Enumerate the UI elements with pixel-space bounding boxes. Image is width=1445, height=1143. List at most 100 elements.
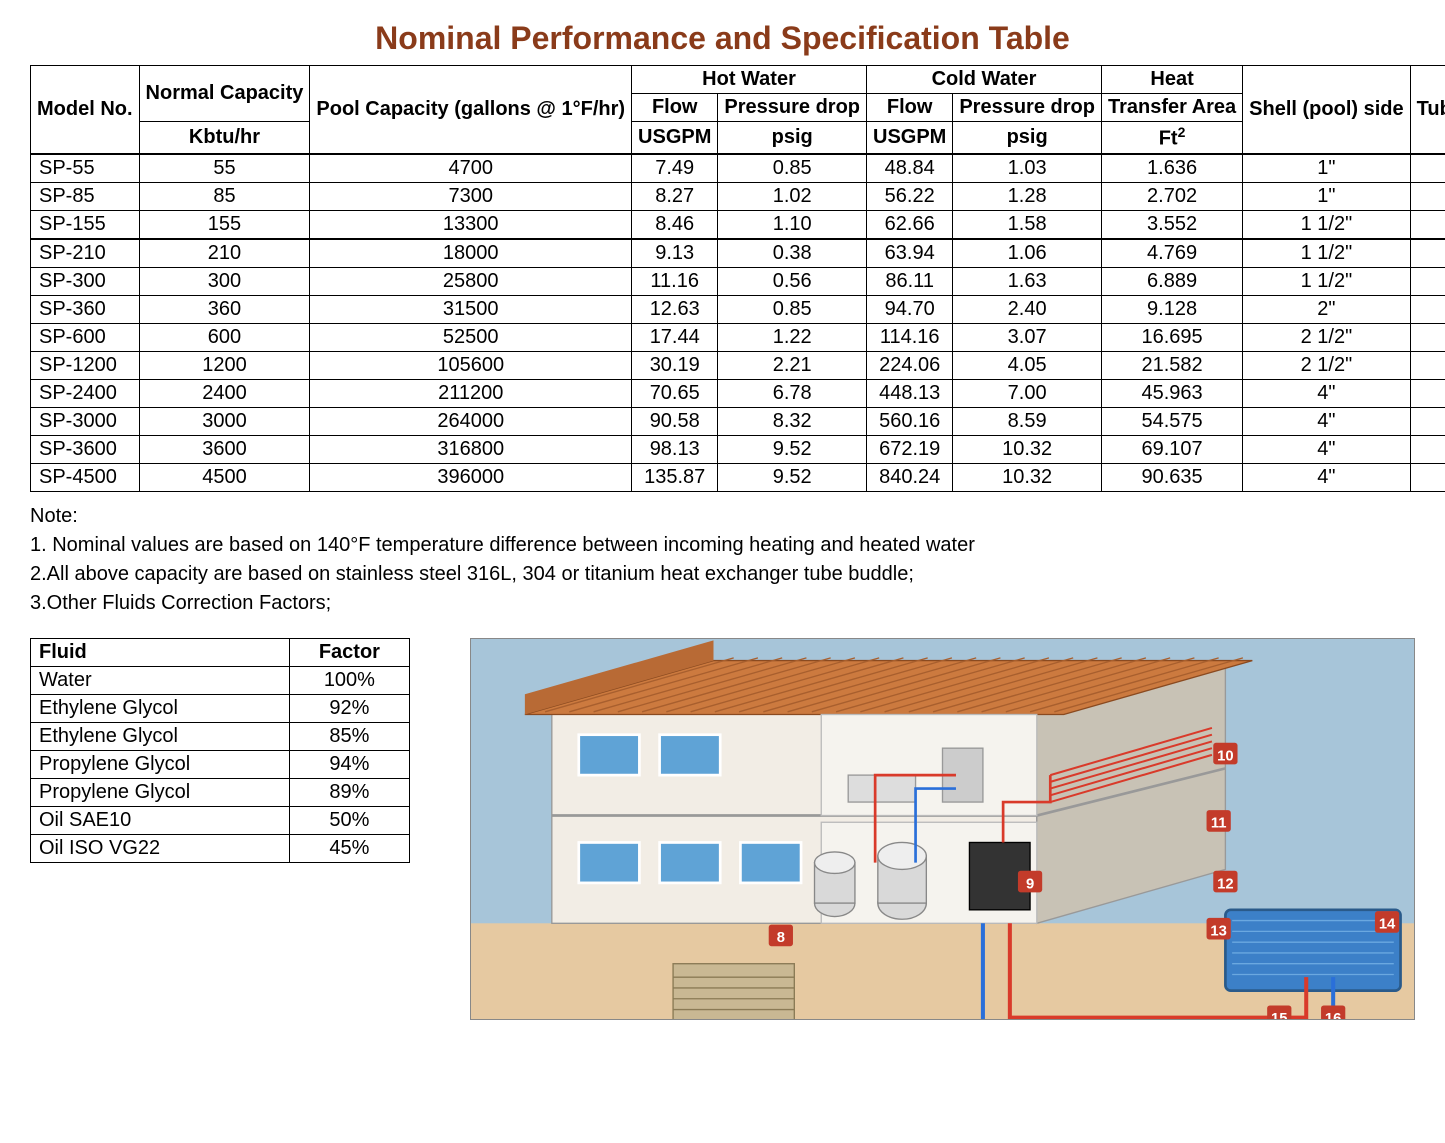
table-cell: 31500 — [310, 295, 632, 323]
table-cell: 10.32 — [953, 463, 1102, 491]
table-cell: 1.28 — [953, 182, 1102, 210]
table-cell: 3000 — [139, 407, 310, 435]
table-cell: 0.85 — [718, 154, 867, 183]
table-cell: 7.49 — [632, 154, 718, 183]
table-cell: 1 1/2" — [1243, 267, 1410, 295]
table-cell: 560.16 — [867, 407, 953, 435]
table-cell: 2 1/2" — [1410, 463, 1445, 491]
table-cell: 135.87 — [632, 463, 718, 491]
table-cell: 3.07 — [953, 323, 1102, 351]
svg-text:9: 9 — [1026, 876, 1034, 892]
table-cell: 1 1/2" — [1243, 210, 1410, 239]
table-cell: 9.52 — [718, 435, 867, 463]
table-cell: 1200 — [139, 351, 310, 379]
table-cell: 2 1/2" — [1243, 323, 1410, 351]
table-row: SP-3003002580011.160.5686.111.636.8891 1… — [31, 267, 1445, 295]
table-cell: Oil SAE10 — [31, 806, 290, 834]
table-cell: Water — [31, 666, 290, 694]
table-cell: SP-55 — [31, 154, 140, 183]
table-cell: 114.16 — [867, 323, 953, 351]
table-cell: 840.24 — [867, 463, 953, 491]
table-cell: SP-3600 — [31, 435, 140, 463]
svg-text:11: 11 — [1211, 815, 1227, 831]
table-cell: 7.00 — [953, 379, 1102, 407]
table-cell: SP-360 — [31, 295, 140, 323]
table-cell: 1 1/2" — [1410, 295, 1445, 323]
table-cell: 105600 — [310, 351, 632, 379]
note-1: 1. Nominal values are based on 140°F tem… — [30, 531, 1415, 560]
header-model: Model No. — [31, 66, 140, 154]
note-3: 3.Other Fluids Correction Factors; — [30, 589, 1415, 618]
table-cell: 55 — [139, 154, 310, 183]
table-cell: 672.19 — [867, 435, 953, 463]
header-hpsiunit: psig — [718, 122, 867, 154]
table-cell: 12.63 — [632, 295, 718, 323]
svg-text:13: 13 — [1210, 923, 1226, 939]
table-cell: 8.59 — [953, 407, 1102, 435]
table-cell: 11.16 — [632, 267, 718, 295]
svg-text:15: 15 — [1271, 1011, 1287, 1019]
table-cell: 8.32 — [718, 407, 867, 435]
table-cell: 1.63 — [953, 267, 1102, 295]
table-cell: 85 — [139, 182, 310, 210]
table-cell: 448.13 — [867, 379, 953, 407]
table-cell: 16.695 — [1101, 323, 1242, 351]
table-cell: 1.22 — [718, 323, 867, 351]
table-cell: 6.889 — [1101, 267, 1242, 295]
table-cell: 0.38 — [718, 239, 867, 268]
table-cell: 18000 — [310, 239, 632, 268]
table-cell: Propylene Glycol — [31, 778, 290, 806]
specification-table: Model No. Normal Capacity Pool Capacity … — [30, 65, 1445, 492]
table-row: Oil ISO VG2245% — [31, 834, 410, 862]
table-row: Propylene Glycol94% — [31, 750, 410, 778]
table-cell: 4" — [1243, 435, 1410, 463]
table-cell: 211200 — [310, 379, 632, 407]
table-row: SP-858573008.271.0256.221.282.7021"3/4"8… — [31, 182, 1445, 210]
table-cell: 45% — [289, 834, 409, 862]
table-cell: 6.78 — [718, 379, 867, 407]
table-cell: 89% — [289, 778, 409, 806]
table-cell: 155 — [139, 210, 310, 239]
table-cell: 98.13 — [632, 435, 718, 463]
table-cell: 1" — [1410, 210, 1445, 239]
table-cell: 4.05 — [953, 351, 1102, 379]
svg-text:16: 16 — [1325, 1011, 1341, 1019]
table-cell: 8.27 — [632, 182, 718, 210]
table-cell: 9.13 — [632, 239, 718, 268]
table-cell: Ethylene Glycol — [31, 694, 290, 722]
svg-text:10: 10 — [1217, 748, 1233, 764]
table-cell: 2" — [1243, 295, 1410, 323]
notes-heading: Note: — [30, 502, 1415, 531]
table-row: SP-210210180009.130.3863.941.064.7691 1/… — [31, 239, 1445, 268]
table-cell: SP-600 — [31, 323, 140, 351]
table-cell: 1.10 — [718, 210, 867, 239]
factors-header-fluid: Fluid — [31, 638, 290, 666]
table-cell: 300 — [139, 267, 310, 295]
table-row: SP-45004500396000135.879.52840.2410.3290… — [31, 463, 1445, 491]
header-shell: Shell (pool) side — [1243, 66, 1410, 154]
table-row: SP-155155133008.461.1062.661.583.5521 1/… — [31, 210, 1445, 239]
table-cell: 30.19 — [632, 351, 718, 379]
table-cell: 52500 — [310, 323, 632, 351]
table-cell: 62.66 — [867, 210, 953, 239]
table-row: Water100% — [31, 666, 410, 694]
table-cell: 90.58 — [632, 407, 718, 435]
table-cell: 7300 — [310, 182, 632, 210]
table-row: Ethylene Glycol85% — [31, 722, 410, 750]
table-row: Propylene Glycol89% — [31, 778, 410, 806]
table-cell: 3/4" — [1410, 182, 1445, 210]
table-cell: 1" — [1243, 182, 1410, 210]
header-capunit: Kbtu/hr — [139, 122, 310, 154]
table-cell: 2400 — [139, 379, 310, 407]
table-cell: SP-2400 — [31, 379, 140, 407]
table-cell: 92% — [289, 694, 409, 722]
table-cell: 360 — [139, 295, 310, 323]
svg-text:12: 12 — [1217, 876, 1233, 892]
table-cell: 0.85 — [718, 295, 867, 323]
table-cell: 264000 — [310, 407, 632, 435]
table-cell: 4500 — [139, 463, 310, 491]
table-cell: 4700 — [310, 154, 632, 183]
notes-block: Note: 1. Nominal values are based on 140… — [30, 502, 1415, 618]
table-row: Oil SAE1050% — [31, 806, 410, 834]
note-2: 2.All above capacity are based on stainl… — [30, 560, 1415, 589]
